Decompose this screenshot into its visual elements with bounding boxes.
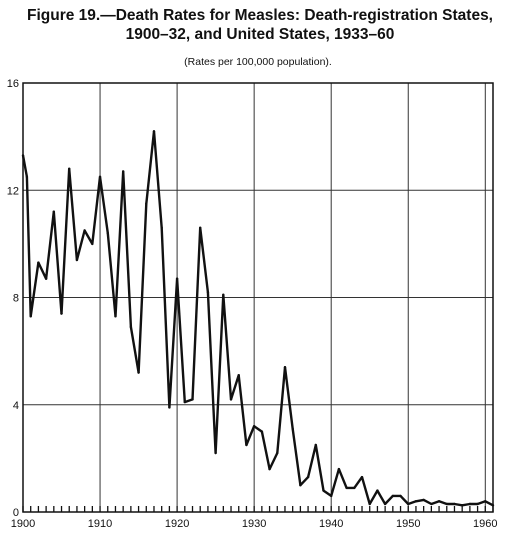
x-tick-label-1960: 1960: [473, 518, 497, 530]
data-point-37: [299, 483, 302, 487]
data-point-4: [44, 277, 48, 280]
x-tick-label-1910: 1910: [88, 518, 112, 530]
x-tick-label-1920: 1920: [165, 518, 189, 530]
data-point-45: [360, 475, 364, 479]
y-tick-label-16: 16: [7, 78, 19, 90]
chart-title: Figure 19.—Death Rates for Measles: Deat…: [10, 6, 510, 44]
data-point-31: [252, 425, 256, 428]
data-point-29: [237, 374, 240, 377]
data-point-59: [468, 502, 472, 506]
data-point-2: [29, 315, 32, 318]
data-point-51: [407, 502, 410, 506]
data-point-60: [476, 502, 479, 506]
data-point-55: [437, 500, 441, 503]
data-point-39: [314, 443, 317, 447]
data-point-8: [75, 258, 79, 262]
data-point-0: [21, 154, 25, 157]
data-point-36: [291, 427, 294, 431]
data-point-52: [414, 500, 418, 503]
y-tick-label-12: 12: [7, 185, 19, 197]
data-point-14: [121, 170, 125, 173]
data-point-44: [353, 486, 356, 490]
data-point-41: [329, 494, 333, 498]
data-point-38: [306, 475, 310, 479]
chart-title-line-2: 1900–32, and United States, 1933–60: [125, 26, 395, 43]
data-point-5: [52, 210, 56, 213]
data-point-34: [276, 451, 279, 455]
data-point-16: [137, 371, 140, 374]
data-point-1: [25, 175, 29, 179]
plot-frame: [22, 82, 494, 513]
data-point-27: [222, 293, 225, 297]
data-point-40: [322, 489, 325, 492]
data-point-23: [191, 398, 194, 401]
data-point-11: [98, 175, 102, 179]
data-point-25: [206, 290, 210, 294]
x-minor-ticks: [22, 506, 494, 512]
data-point-61: [484, 500, 487, 503]
data-point-22: [183, 400, 187, 404]
data-point-3: [37, 261, 40, 264]
data-point-21: [175, 277, 179, 280]
data-point-50: [399, 494, 402, 498]
data-point-30: [245, 443, 248, 447]
chart-title-line-1: Figure 19.—Death Rates for Measles: Deat…: [27, 7, 493, 24]
data-point-13: [114, 315, 117, 318]
x-tick-label-1940: 1940: [319, 518, 343, 530]
y-tick-label-4: 4: [13, 400, 19, 412]
x-tick-label-1950: 1950: [396, 518, 420, 530]
data-point-32: [260, 430, 264, 433]
data-point-9: [83, 229, 86, 232]
x-tick-label-1900: 1900: [11, 518, 35, 530]
data-point-15: [129, 325, 133, 329]
data-point-47: [376, 489, 379, 492]
data-point-62: [491, 504, 495, 507]
data-point-28: [229, 398, 233, 401]
data-point-57: [453, 502, 456, 506]
grid-lines: [23, 83, 493, 512]
data-points: [21, 130, 495, 507]
data-point-43: [345, 486, 348, 490]
data-point-12: [106, 231, 109, 235]
y-tick-label-8: 8: [13, 293, 19, 305]
data-point-49: [391, 494, 395, 498]
data-point-24: [199, 226, 202, 229]
data-point-56: [445, 502, 448, 506]
data-point-48: [383, 502, 387, 506]
data-point-6: [60, 312, 63, 315]
data-point-19: [160, 226, 163, 229]
data-point-35: [283, 366, 287, 369]
data-point-53: [422, 498, 425, 502]
data-point-10: [91, 242, 94, 246]
x-tick-label-1930: 1930: [242, 518, 266, 530]
data-point-7: [68, 167, 71, 170]
data-point-17: [145, 202, 148, 205]
data-point-42: [337, 467, 341, 471]
x-tick-labels: 1900 1910 1920 1930 1940 1950 1960: [11, 518, 498, 530]
data-point-18: [152, 130, 156, 133]
chart-subtitle: (Rates per 100,000 population).: [184, 56, 332, 68]
data-point-58: [460, 504, 464, 507]
data-point-46: [368, 502, 371, 506]
data-point-54: [430, 502, 433, 506]
y-tick-labels: 0 4 8 12 16: [7, 78, 19, 519]
y-tick-label-0: 0: [13, 507, 19, 519]
data-point-26: [214, 451, 217, 455]
data-point-20: [168, 406, 171, 409]
series-line-measles-death-rate: [21, 130, 494, 507]
data-point-33: [268, 467, 271, 471]
